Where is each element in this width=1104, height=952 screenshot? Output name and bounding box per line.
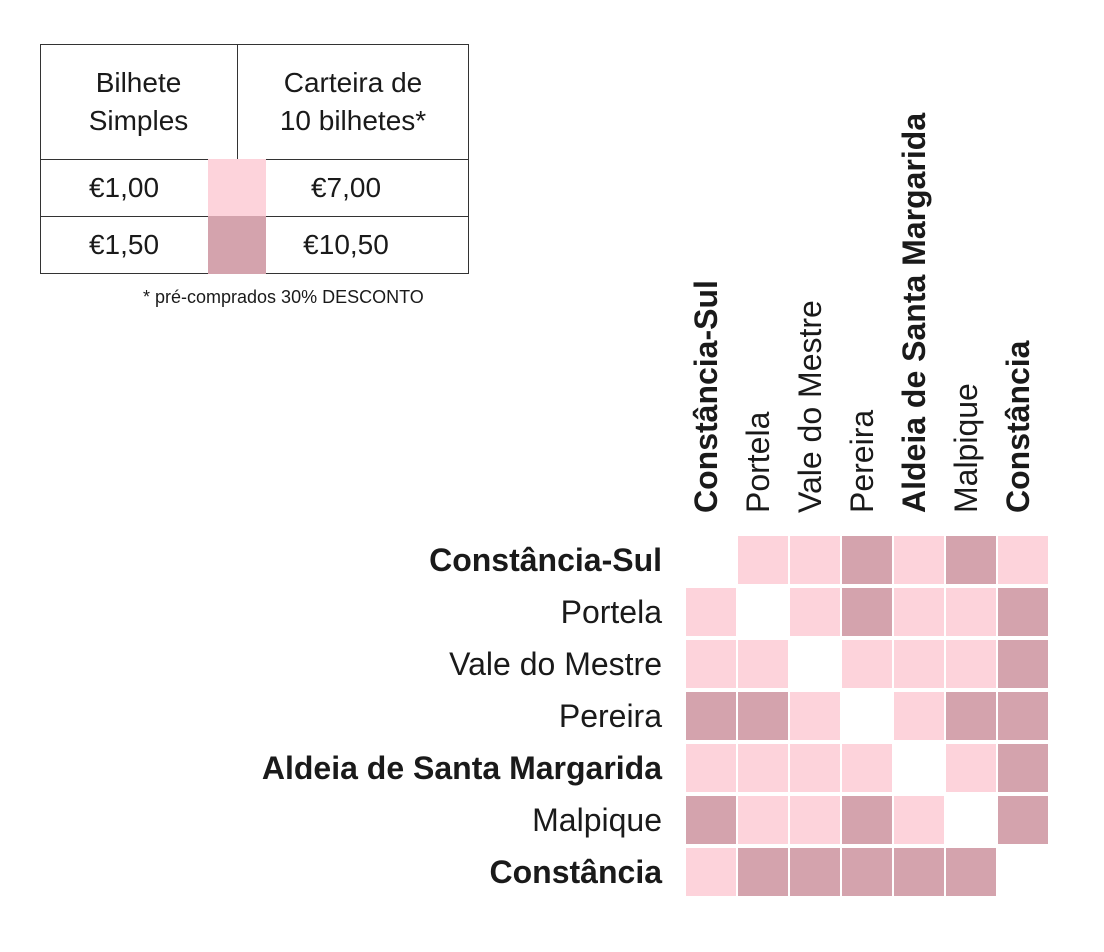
row-label-pereira: Pereira (558, 698, 662, 734)
fare-cell-r3-c1 (738, 692, 788, 740)
fare-cell-r3-c2 (790, 692, 840, 740)
column-label-pereira: Pereira (844, 409, 880, 513)
fare-cell-r1-c2 (790, 588, 840, 636)
fare-cell-r5-c1 (738, 796, 788, 844)
fare-cell-r6-c1 (738, 848, 788, 896)
fare-cell-r4-c3 (842, 744, 892, 792)
fare-cell-r4-c0 (686, 744, 736, 792)
fare-cell-r0-c5 (946, 536, 996, 584)
column-label-const-ncia-sul: Constância-Sul (688, 280, 724, 513)
row-label-vale-do-mestre: Vale do Mestre (449, 646, 662, 682)
fare-cell-r2-c4 (894, 640, 944, 688)
fare-cell-r5-c0 (686, 796, 736, 844)
row-label-malpique: Malpique (532, 802, 662, 838)
fare-cell-r5-c6 (998, 796, 1048, 844)
fare-cell-r1-c5 (946, 588, 996, 636)
row-label-aldeia-de-santa-margarida: Aldeia de Santa Margarida (261, 750, 662, 786)
fare-cell-r3-c6 (998, 692, 1048, 740)
column-label-vale-do-mestre: Vale do Mestre (792, 300, 828, 513)
header-single-ticket: Bilhete Simples (88, 66, 189, 136)
column-label-malpique: Malpique (948, 383, 984, 513)
row-label-const-ncia: Constância (489, 854, 662, 890)
fare-cell-r2-c1 (738, 640, 788, 688)
fare-cell-r2-c5 (946, 640, 996, 688)
fare-cell-r1-c0 (686, 588, 736, 636)
fare-cell-r4-c1 (738, 744, 788, 792)
fare-cell-r1-c6 (998, 588, 1048, 636)
legend-footnote: * pré-comprados 30% DESCONTO (143, 287, 424, 307)
fare-cell-r0-c1 (738, 536, 788, 584)
fare-cell-r6-c4 (894, 848, 944, 896)
fare-cell-r0-c6 (998, 536, 1048, 584)
row-label-const-ncia-sul: Constância-Sul (429, 542, 662, 578)
fare-cell-r3-c0 (686, 692, 736, 740)
column-label-const-ncia: Constância (1000, 340, 1036, 513)
fare-cell-r6-c5 (946, 848, 996, 896)
fare-cell-r2-c0 (686, 640, 736, 688)
header-ticket-pack: Carteira de 10 bilhetes* (279, 66, 427, 136)
price-swatch-level2 (208, 216, 266, 274)
fare-cell-r6-c2 (790, 848, 840, 896)
fare-cell-r5-c2 (790, 796, 840, 844)
fare-cell-r5-c4 (894, 796, 944, 844)
price-pack-level2: €10,50 (303, 229, 389, 260)
price-single-level2: €1,50 (88, 229, 160, 260)
legend-divider (237, 44, 238, 159)
fare-cell-r3-c4 (894, 692, 944, 740)
fare-cell-r0-c3 (842, 536, 892, 584)
fare-cell-r0-c4 (894, 536, 944, 584)
fare-cell-r1-c4 (894, 588, 944, 636)
price-swatch-level1 (208, 159, 266, 216)
fare-cell-r6-c0 (686, 848, 736, 896)
fare-cell-r2-c6 (998, 640, 1048, 688)
row-label-portela: Portela (560, 594, 662, 630)
price-legend-table: Bilhete Simples Carteira de 10 bilhetes*… (40, 44, 469, 274)
column-label-portela: Portela (740, 411, 776, 513)
fare-cell-r4-c6 (998, 744, 1048, 792)
fare-cell-r3-c5 (946, 692, 996, 740)
fare-cell-r0-c2 (790, 536, 840, 584)
column-label-aldeia-de-santa-margarida: Aldeia de Santa Margarida (896, 112, 932, 513)
fare-cell-r5-c3 (842, 796, 892, 844)
fare-cell-r2-c3 (842, 640, 892, 688)
fare-cell-r4-c2 (790, 744, 840, 792)
price-pack-level1: €7,00 (310, 171, 382, 203)
price-single-level1: €1,00 (88, 171, 160, 203)
fare-cell-r1-c3 (842, 588, 892, 636)
fare-cell-r6-c3 (842, 848, 892, 896)
fare-cell-r4-c5 (946, 744, 996, 792)
